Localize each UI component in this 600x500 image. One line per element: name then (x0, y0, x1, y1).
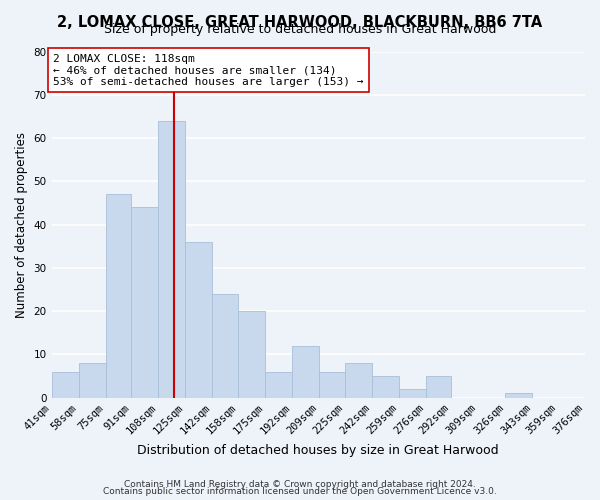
Bar (52, 372, 79, 398)
Bar (79, 363, 106, 398)
Text: Size of property relative to detached houses in Great Harwood: Size of property relative to detached ho… (104, 22, 496, 36)
Bar (131, 208, 158, 398)
Bar (158, 120, 185, 398)
X-axis label: Distribution of detached houses by size in Great Harwood: Distribution of detached houses by size … (137, 444, 499, 458)
Bar (505, 394, 532, 398)
Bar (319, 372, 344, 398)
Bar (106, 194, 131, 398)
Y-axis label: Number of detached properties: Number of detached properties (15, 132, 28, 318)
Text: Contains HM Land Registry data © Crown copyright and database right 2024.: Contains HM Land Registry data © Crown c… (124, 480, 476, 489)
Bar (185, 242, 212, 398)
Bar (238, 311, 265, 398)
Bar (398, 389, 426, 398)
Bar (426, 376, 451, 398)
Bar (344, 363, 371, 398)
Text: 2, LOMAX CLOSE, GREAT HARWOOD, BLACKBURN, BB6 7TA: 2, LOMAX CLOSE, GREAT HARWOOD, BLACKBURN… (58, 15, 542, 30)
Bar (371, 376, 398, 398)
Text: 2 LOMAX CLOSE: 118sqm
← 46% of detached houses are smaller (134)
53% of semi-det: 2 LOMAX CLOSE: 118sqm ← 46% of detached … (53, 54, 364, 87)
Bar (265, 372, 292, 398)
Bar (292, 346, 319, 398)
Bar (212, 294, 238, 398)
Text: Contains public sector information licensed under the Open Government Licence v3: Contains public sector information licen… (103, 487, 497, 496)
